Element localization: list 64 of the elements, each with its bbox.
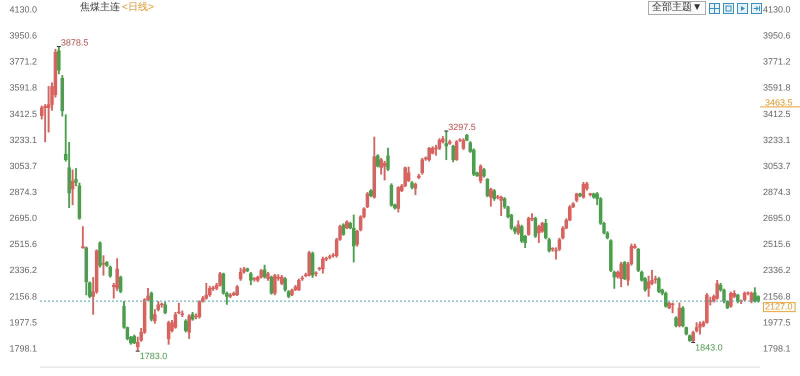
y-tick-label: 3233.1 — [9, 134, 37, 145]
candlestick — [444, 130, 448, 160]
annotation: 全部主题▼ — [648, 1, 706, 15]
y2-tick-label: 3053.7 — [763, 160, 791, 171]
y-tick-label: 2874.3 — [9, 187, 37, 198]
y2-tick-label: 1798.1 — [763, 343, 791, 354]
y-tick-label: 2695.0 — [9, 213, 37, 224]
text: 1843.0 — [695, 342, 723, 352]
candlestick — [118, 276, 122, 294]
candlestick — [578, 192, 582, 198]
candlestick — [753, 287, 757, 303]
chart-title: 焦煤主连 — [80, 2, 120, 13]
y2-tick-label: 4130.0 — [763, 4, 791, 14]
candlestick — [636, 248, 640, 272]
y-tick-label: 3053.7 — [9, 160, 37, 171]
candlestick — [270, 276, 274, 295]
candlestick — [150, 292, 154, 322]
y-tick-label: 1798.1 — [9, 343, 37, 354]
candlestick — [534, 216, 538, 238]
ref-line-label: 2127.0 — [765, 302, 793, 312]
y-tick-label: 3591.8 — [9, 82, 37, 93]
candlestick — [246, 268, 250, 272]
candlestick — [410, 181, 414, 190]
text: 1783.0 — [140, 351, 168, 362]
y2-tick-label: 3591.8 — [763, 82, 791, 93]
y2-tick-label: 2874.3 — [763, 187, 791, 198]
y-tick-label: 2156.8 — [9, 291, 37, 302]
candlestick — [342, 223, 346, 236]
y-tick-label: 2515.6 — [9, 239, 37, 250]
candlestick — [60, 75, 64, 116]
y2-tick-label: 2156.8 — [763, 291, 791, 302]
y2-tick-label: 3771.2 — [763, 56, 791, 67]
y-tick-label: 1977.5 — [9, 317, 37, 328]
ref-line-label: 3463.5 — [765, 97, 793, 108]
candlestick — [310, 252, 314, 278]
y-tick-label: 2336.2 — [9, 265, 37, 276]
candlestick — [390, 183, 394, 207]
candlestick — [184, 319, 188, 332]
candlestick — [451, 144, 455, 162]
text: 3878.5 — [60, 38, 88, 48]
y-tick-label: 3412.5 — [9, 108, 37, 119]
candlestick — [674, 316, 678, 328]
candlestick — [132, 334, 136, 344]
y-tick-label: 3950.6 — [9, 30, 37, 41]
chart-subtitle: <日线> — [122, 2, 154, 13]
y2-tick-label: 2515.6 — [763, 239, 791, 250]
candlestick — [482, 168, 486, 178]
candlestick — [262, 264, 266, 279]
y2-tick-label: 2336.2 — [763, 265, 791, 276]
text: 3297.5 — [448, 122, 476, 132]
y-tick-label: 3771.2 — [9, 56, 37, 67]
candlestick — [190, 312, 194, 321]
y2-tick-label: 2695.0 — [763, 213, 791, 224]
y2-tick-label: 3950.6 — [763, 30, 791, 41]
y2-tick-label: 3233.1 — [763, 134, 791, 145]
candlestick — [57, 46, 61, 74]
y2-tick-label: 3412.5 — [763, 108, 791, 119]
candlestick — [486, 178, 490, 198]
y-tick-label: 4130.0 — [9, 4, 37, 14]
candlestick — [622, 261, 626, 280]
y2-tick-label: 1977.5 — [763, 317, 791, 328]
candlestick — [657, 277, 661, 294]
candlestick — [98, 242, 102, 268]
candlestick — [386, 148, 390, 171]
